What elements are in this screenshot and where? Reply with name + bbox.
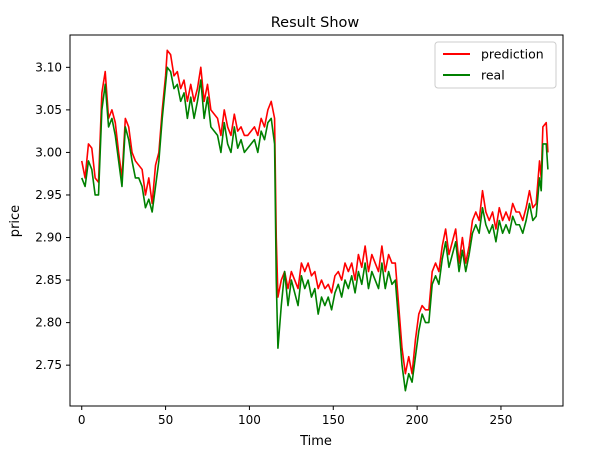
legend: prediction real: [434, 41, 557, 89]
x-tick-label: 100: [238, 413, 261, 427]
legend-label-prediction: prediction: [481, 47, 544, 62]
series-lines: [80, 49, 549, 392]
y-axis: 2.75 2.80 2.85 2.90 2.95 3.00 3.05 3.10: [35, 60, 70, 372]
y-tick-label: 2.85: [35, 273, 62, 287]
x-tick-label: 200: [406, 413, 429, 427]
x-tick-label: 150: [322, 413, 345, 427]
x-tick-label: 250: [490, 413, 513, 427]
y-tick-label: 2.75: [35, 358, 62, 372]
y-axis-title: price: [8, 205, 23, 237]
y-tick-label: 2.80: [35, 316, 62, 330]
y-tick-label: 3.05: [35, 103, 62, 117]
y-tick-label: 3.00: [35, 145, 62, 159]
x-axis: 0 50 100 150 200 250: [78, 406, 512, 427]
x-axis-title: Time: [299, 434, 332, 449]
legend-label-real: real: [481, 68, 505, 83]
x-tick-label: 50: [158, 413, 173, 427]
y-tick-label: 2.95: [35, 188, 62, 202]
y-tick-label: 2.90: [35, 231, 62, 245]
series-line-real: [80, 66, 549, 392]
y-tick-label: 3.10: [35, 60, 62, 74]
x-tick-label: 0: [78, 413, 86, 427]
plot-area-frame: [69, 34, 564, 407]
chart-title: Result Show: [271, 15, 360, 31]
